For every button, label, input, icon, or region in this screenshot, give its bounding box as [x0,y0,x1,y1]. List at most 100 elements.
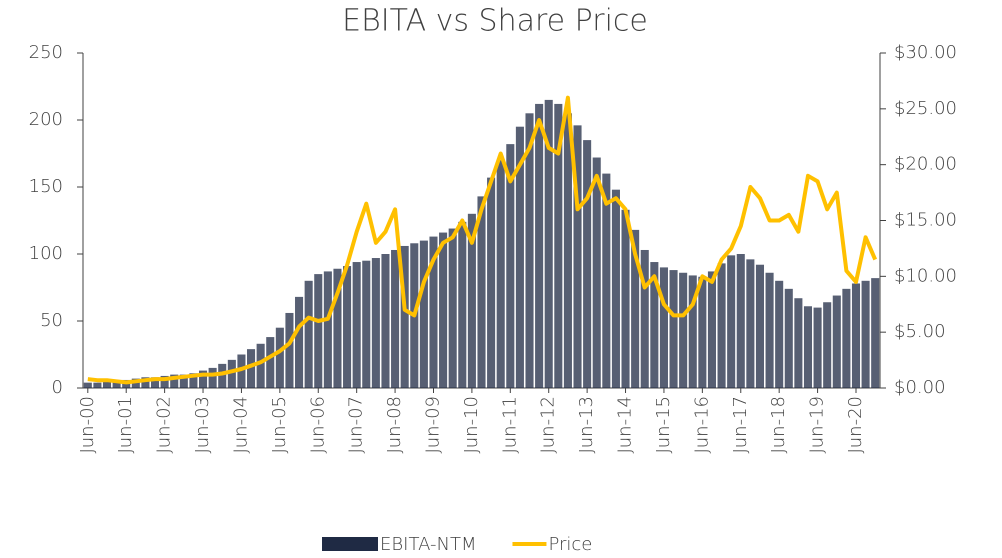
price-line [87,95,878,385]
y-tick-label: 50 [40,310,63,331]
bar [592,157,601,388]
bar [448,228,457,388]
bar [419,240,428,388]
bar [208,367,217,388]
x-tick-label: Jun-00 [77,396,98,454]
bar [189,373,198,388]
y-tick-label: 200 [29,109,63,130]
bar [611,189,620,388]
x-tick-label: Jun-19 [807,396,828,454]
bar [487,177,496,388]
bar [304,280,313,388]
legend-swatch [322,537,378,551]
bar [496,160,505,388]
bar [621,209,630,388]
y2-tick-label: $30.00 [894,42,957,63]
bar [362,260,371,388]
x-tick-label: Jun-10 [461,396,482,454]
bar [851,283,861,388]
x-tick-label: Jun-17 [730,396,751,454]
x-tick-label: Jun-05 [269,396,290,454]
x-tick-label: Jun-09 [422,396,443,454]
bar [227,359,236,388]
bar [218,363,227,388]
bar [314,274,323,388]
x-tick-label: Jun-02 [154,396,175,454]
bar [247,349,256,388]
bar [765,272,774,388]
y2-tick-label: $5.00 [894,321,946,342]
x-tick-label: Jun-20 [845,396,866,454]
bar [717,263,726,388]
bar [803,306,813,388]
bar [295,296,304,388]
bar [391,249,400,388]
bar [727,255,736,388]
x-tick-label: Jun-11 [499,396,520,454]
bar [141,377,150,388]
bar [83,382,92,388]
bar [631,229,640,388]
bar [554,103,563,389]
bar [832,295,841,388]
bar [794,298,803,388]
bar [275,327,284,388]
y-tick-label: 150 [29,176,63,197]
legend-label: EBITA-NTM [380,534,476,555]
bar [669,270,678,388]
bar [198,370,208,388]
x-tick-label: Jun-16 [691,396,712,454]
bar [429,236,438,388]
x-tick-label: Jun-18 [768,396,789,454]
legend-label: Price [548,534,592,555]
bar [112,381,121,388]
bar [688,275,697,388]
bar [515,126,524,388]
x-tick-label: Jun-03 [192,396,213,454]
bar [784,288,793,388]
bar [535,103,544,389]
x-tick-label: Jun-04 [230,396,251,454]
y-tick-label: 0 [52,377,63,398]
x-tick-label: Jun-08 [384,396,405,454]
bar [150,377,160,388]
bar [583,140,592,388]
bar [544,99,553,389]
chart-title: EBITA vs Share Price [342,4,648,39]
bar [640,249,649,388]
y2-tick-label: $25.00 [894,98,957,119]
bar [823,302,832,388]
bar [352,262,361,388]
y2-tick-label: $15.00 [894,210,957,231]
bar [506,144,515,388]
x-tick-label: Jun-13 [576,396,597,454]
y-tick-label: 100 [29,243,63,264]
bar [736,254,745,388]
bar [266,337,275,388]
bar [400,245,409,388]
bar [842,288,851,388]
y-tick-label: 250 [29,42,63,63]
bar [861,280,870,388]
y2-tick-label: $0.00 [894,377,946,398]
bar [698,276,707,388]
bar [439,232,448,388]
bar [679,272,688,388]
bar [525,113,534,389]
bar [477,196,486,388]
bar [179,374,188,388]
bar [659,267,668,388]
x-tick-label: Jun-15 [653,396,674,454]
bar [573,125,582,389]
bar [707,271,716,388]
bar [160,375,169,388]
bar [871,278,880,388]
bar [93,382,102,388]
bar [343,266,352,388]
bar [813,307,822,388]
y2-tick-label: $10.00 [894,265,957,286]
x-tick-label: Jun-14 [615,396,636,454]
bar [381,254,390,388]
bar [170,374,179,388]
